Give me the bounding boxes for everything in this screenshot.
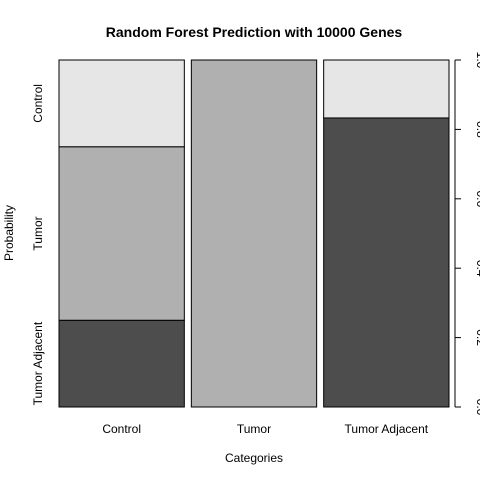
x-tick-label-tumor: Tumor bbox=[237, 422, 271, 436]
bar-segment-control-tumor bbox=[58, 146, 185, 321]
right-axis-tick-label-0-2: 0.2 bbox=[474, 329, 480, 346]
left-axis-label-control: Control bbox=[31, 84, 45, 123]
y-axis-title: Probability bbox=[2, 205, 16, 261]
left-axis-labels: Tumor Adjacent Tumor Control bbox=[31, 84, 45, 405]
right-axis-tick-label-1-0: 1.0 bbox=[474, 52, 480, 69]
bar-segment-control-control bbox=[58, 59, 185, 148]
right-axis-tick-label-0-6: 0.6 bbox=[474, 190, 480, 207]
x-axis-title: Categories bbox=[225, 451, 283, 465]
right-axis: 0.0 0.2 0.4 0.6 0.8 1.0 bbox=[454, 52, 480, 416]
x-tick-label-tumor-adjacent: Tumor Adjacent bbox=[345, 422, 429, 436]
right-axis-tick-label-0-8: 0.8 bbox=[474, 121, 480, 138]
chart-title: Random Forest Prediction with 10000 Gene… bbox=[106, 24, 403, 40]
bar-segment-control-tumor-adjacent bbox=[58, 319, 185, 408]
bar-segment-tumor-adjacent-control bbox=[323, 59, 450, 119]
x-tick-label-control: Control bbox=[102, 422, 141, 436]
left-axis-label-tumor-adjacent: Tumor Adjacent bbox=[31, 321, 45, 405]
bars-group bbox=[58, 59, 450, 408]
x-axis-labels: Control Tumor Tumor Adjacent bbox=[102, 422, 428, 436]
left-axis-label-tumor: Tumor bbox=[31, 216, 45, 250]
right-axis-tick-label-0-0: 0.0 bbox=[474, 399, 480, 416]
bar-segment-tumor-tumor bbox=[190, 59, 318, 408]
right-axis-tick-label-0-4: 0.4 bbox=[474, 260, 480, 277]
bar-segment-tumor-adjacent-tumor-adjacent bbox=[323, 117, 450, 408]
